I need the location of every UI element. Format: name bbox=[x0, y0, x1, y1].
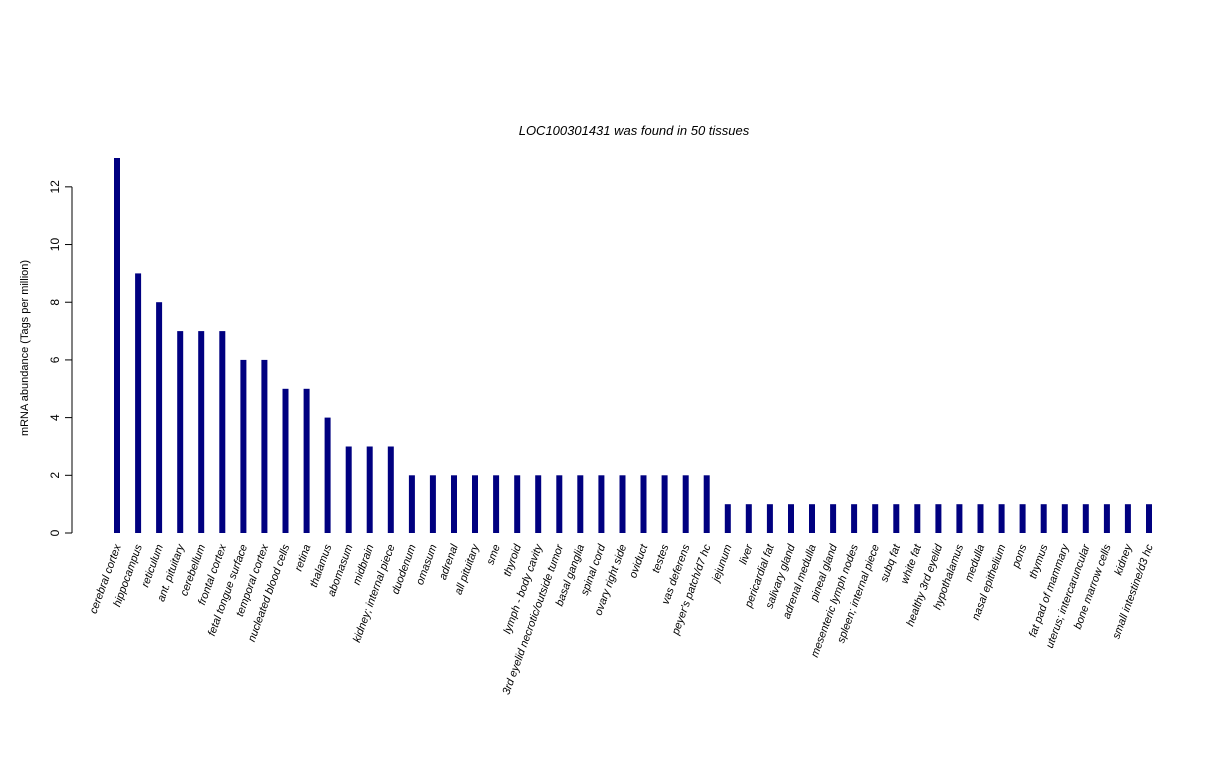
bar bbox=[177, 331, 184, 533]
y-tick-label: 12 bbox=[48, 180, 62, 194]
bar bbox=[345, 446, 352, 533]
bar bbox=[745, 504, 752, 533]
bar bbox=[514, 475, 521, 533]
y-tick-label: 6 bbox=[48, 356, 62, 363]
y-axis-label: mRNA abundance (Tags per million) bbox=[19, 260, 31, 436]
x-tick-label: omasum bbox=[414, 543, 440, 587]
y-axis: 0 2 4 6 8 10 12 bbox=[48, 180, 73, 536]
bar bbox=[1146, 504, 1152, 533]
bar bbox=[219, 331, 226, 533]
bar bbox=[408, 475, 415, 533]
chart-title: LOC100301431 was found in 50 tissues bbox=[519, 123, 750, 138]
bar bbox=[788, 504, 794, 533]
y-tick-label: 4 bbox=[48, 414, 62, 421]
x-tick-label: pons bbox=[1010, 542, 1030, 570]
bar bbox=[661, 475, 668, 533]
bar bbox=[935, 504, 942, 533]
x-tick-label: kidney bbox=[1113, 542, 1136, 577]
bar bbox=[619, 475, 626, 533]
y-tick-label: 0 bbox=[48, 529, 62, 536]
bar bbox=[493, 475, 500, 533]
bar bbox=[240, 359, 247, 533]
bar bbox=[472, 475, 478, 533]
bar bbox=[830, 504, 837, 533]
bar bbox=[261, 359, 268, 533]
bar bbox=[535, 475, 542, 533]
y-tick-label: 8 bbox=[48, 299, 62, 306]
bar bbox=[851, 504, 858, 533]
bar bbox=[1124, 504, 1131, 533]
bar bbox=[1061, 504, 1068, 533]
bar bbox=[1040, 504, 1047, 533]
x-tick-label: thymus bbox=[1027, 542, 1051, 580]
x-tick-label: sme bbox=[485, 543, 503, 567]
bar bbox=[809, 504, 815, 533]
x-tick-label: testes bbox=[650, 542, 671, 574]
bar bbox=[914, 504, 921, 533]
bar bbox=[1082, 504, 1089, 533]
bar bbox=[766, 504, 773, 533]
bar bbox=[956, 504, 963, 533]
bars bbox=[114, 158, 1152, 533]
x-tick-label: oviduct bbox=[627, 542, 651, 580]
x-tick-label: jejunum bbox=[709, 543, 734, 585]
bar bbox=[429, 475, 436, 533]
bar bbox=[872, 504, 879, 533]
bar bbox=[324, 417, 331, 533]
x-tick-label: thyroid bbox=[501, 542, 524, 578]
bar bbox=[156, 302, 163, 533]
bar bbox=[303, 388, 310, 533]
bar bbox=[451, 475, 457, 533]
bar bbox=[387, 446, 394, 533]
bar bbox=[724, 504, 731, 533]
y-tick-label: 10 bbox=[48, 238, 62, 252]
x-tick-label: retina bbox=[293, 543, 314, 573]
bar bbox=[682, 475, 689, 533]
bar bbox=[198, 331, 205, 533]
bar bbox=[1019, 504, 1026, 533]
bar bbox=[893, 504, 900, 533]
bar bbox=[640, 475, 647, 533]
x-tick-label: adrenal bbox=[437, 542, 461, 581]
y-tick-label: 2 bbox=[48, 472, 62, 479]
bar bbox=[703, 475, 710, 533]
bar bbox=[1103, 504, 1110, 533]
bar bbox=[114, 158, 120, 533]
bar bbox=[998, 504, 1005, 533]
bar bbox=[135, 273, 142, 533]
x-tick-labels: cerebral cortexhippocampusreticulumant. … bbox=[88, 542, 1156, 697]
bar bbox=[577, 475, 584, 533]
bar bbox=[598, 475, 605, 533]
bar bbox=[556, 475, 563, 533]
x-tick-label: liver bbox=[737, 542, 756, 566]
bar bbox=[977, 504, 984, 533]
x-tick-label: kidney; internal piece bbox=[351, 543, 398, 644]
bar bbox=[366, 446, 373, 533]
bar bbox=[282, 388, 289, 533]
